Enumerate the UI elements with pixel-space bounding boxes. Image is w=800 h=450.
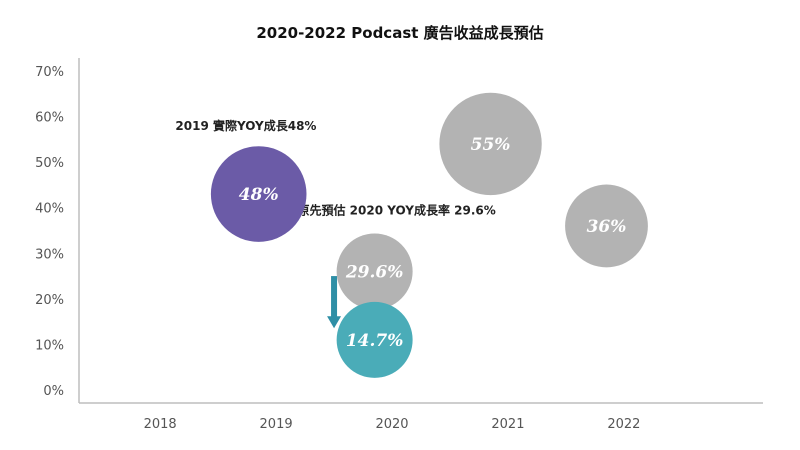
y-tick-label: 30% [35,247,64,262]
y-tick-label: 50% [35,156,64,171]
annotation-text: 原先預估 2020 YOY成長率 29.6% [298,203,496,218]
bubble [210,146,307,242]
x-axis-ticks: 2018 2019 2020 2021 2022 [144,417,641,432]
bubble [565,184,648,268]
chart-title: 2020-2022 Podcast 廣告收益成長預估 [256,24,543,42]
y-tick-label: 0% [43,384,64,399]
x-tick-label: 2022 [607,417,640,432]
bubbles: 48% 29.6% 14.7% 55% 36% [210,92,648,378]
annotations: 2019 實際YOY成長48% 原先預估 2020 YOY成長率 29.6% [175,118,495,217]
x-tick-label: 2018 [144,417,177,432]
arrow-shaft [331,276,338,318]
annotation-text: 2019 實際YOY成長48% [175,118,316,133]
x-tick-label: 2019 [260,417,293,432]
y-tick-label: 70% [35,65,64,80]
y-tick-label: 20% [35,293,64,308]
x-tick-label: 2021 [491,417,524,432]
bubble-value-label: 48% [239,185,279,205]
y-axis-ticks: 0% 10% 20% 30% 40% 50% 60% 70% [35,65,64,399]
x-tick-label: 2020 [375,417,408,432]
bubble [336,301,413,378]
bubble-value-label: 55% [471,135,511,155]
bubble-value-label: 36% [587,217,627,237]
bubble [439,92,542,196]
y-tick-label: 60% [35,111,64,126]
y-tick-label: 10% [35,338,64,353]
y-tick-label: 40% [35,202,64,217]
arrow-head [327,316,342,329]
bubble-value-label: 14.7% [346,331,404,351]
bubble-value-label: 29.6% [345,263,404,283]
decline-arrow [327,276,342,329]
bubble [336,233,413,310]
